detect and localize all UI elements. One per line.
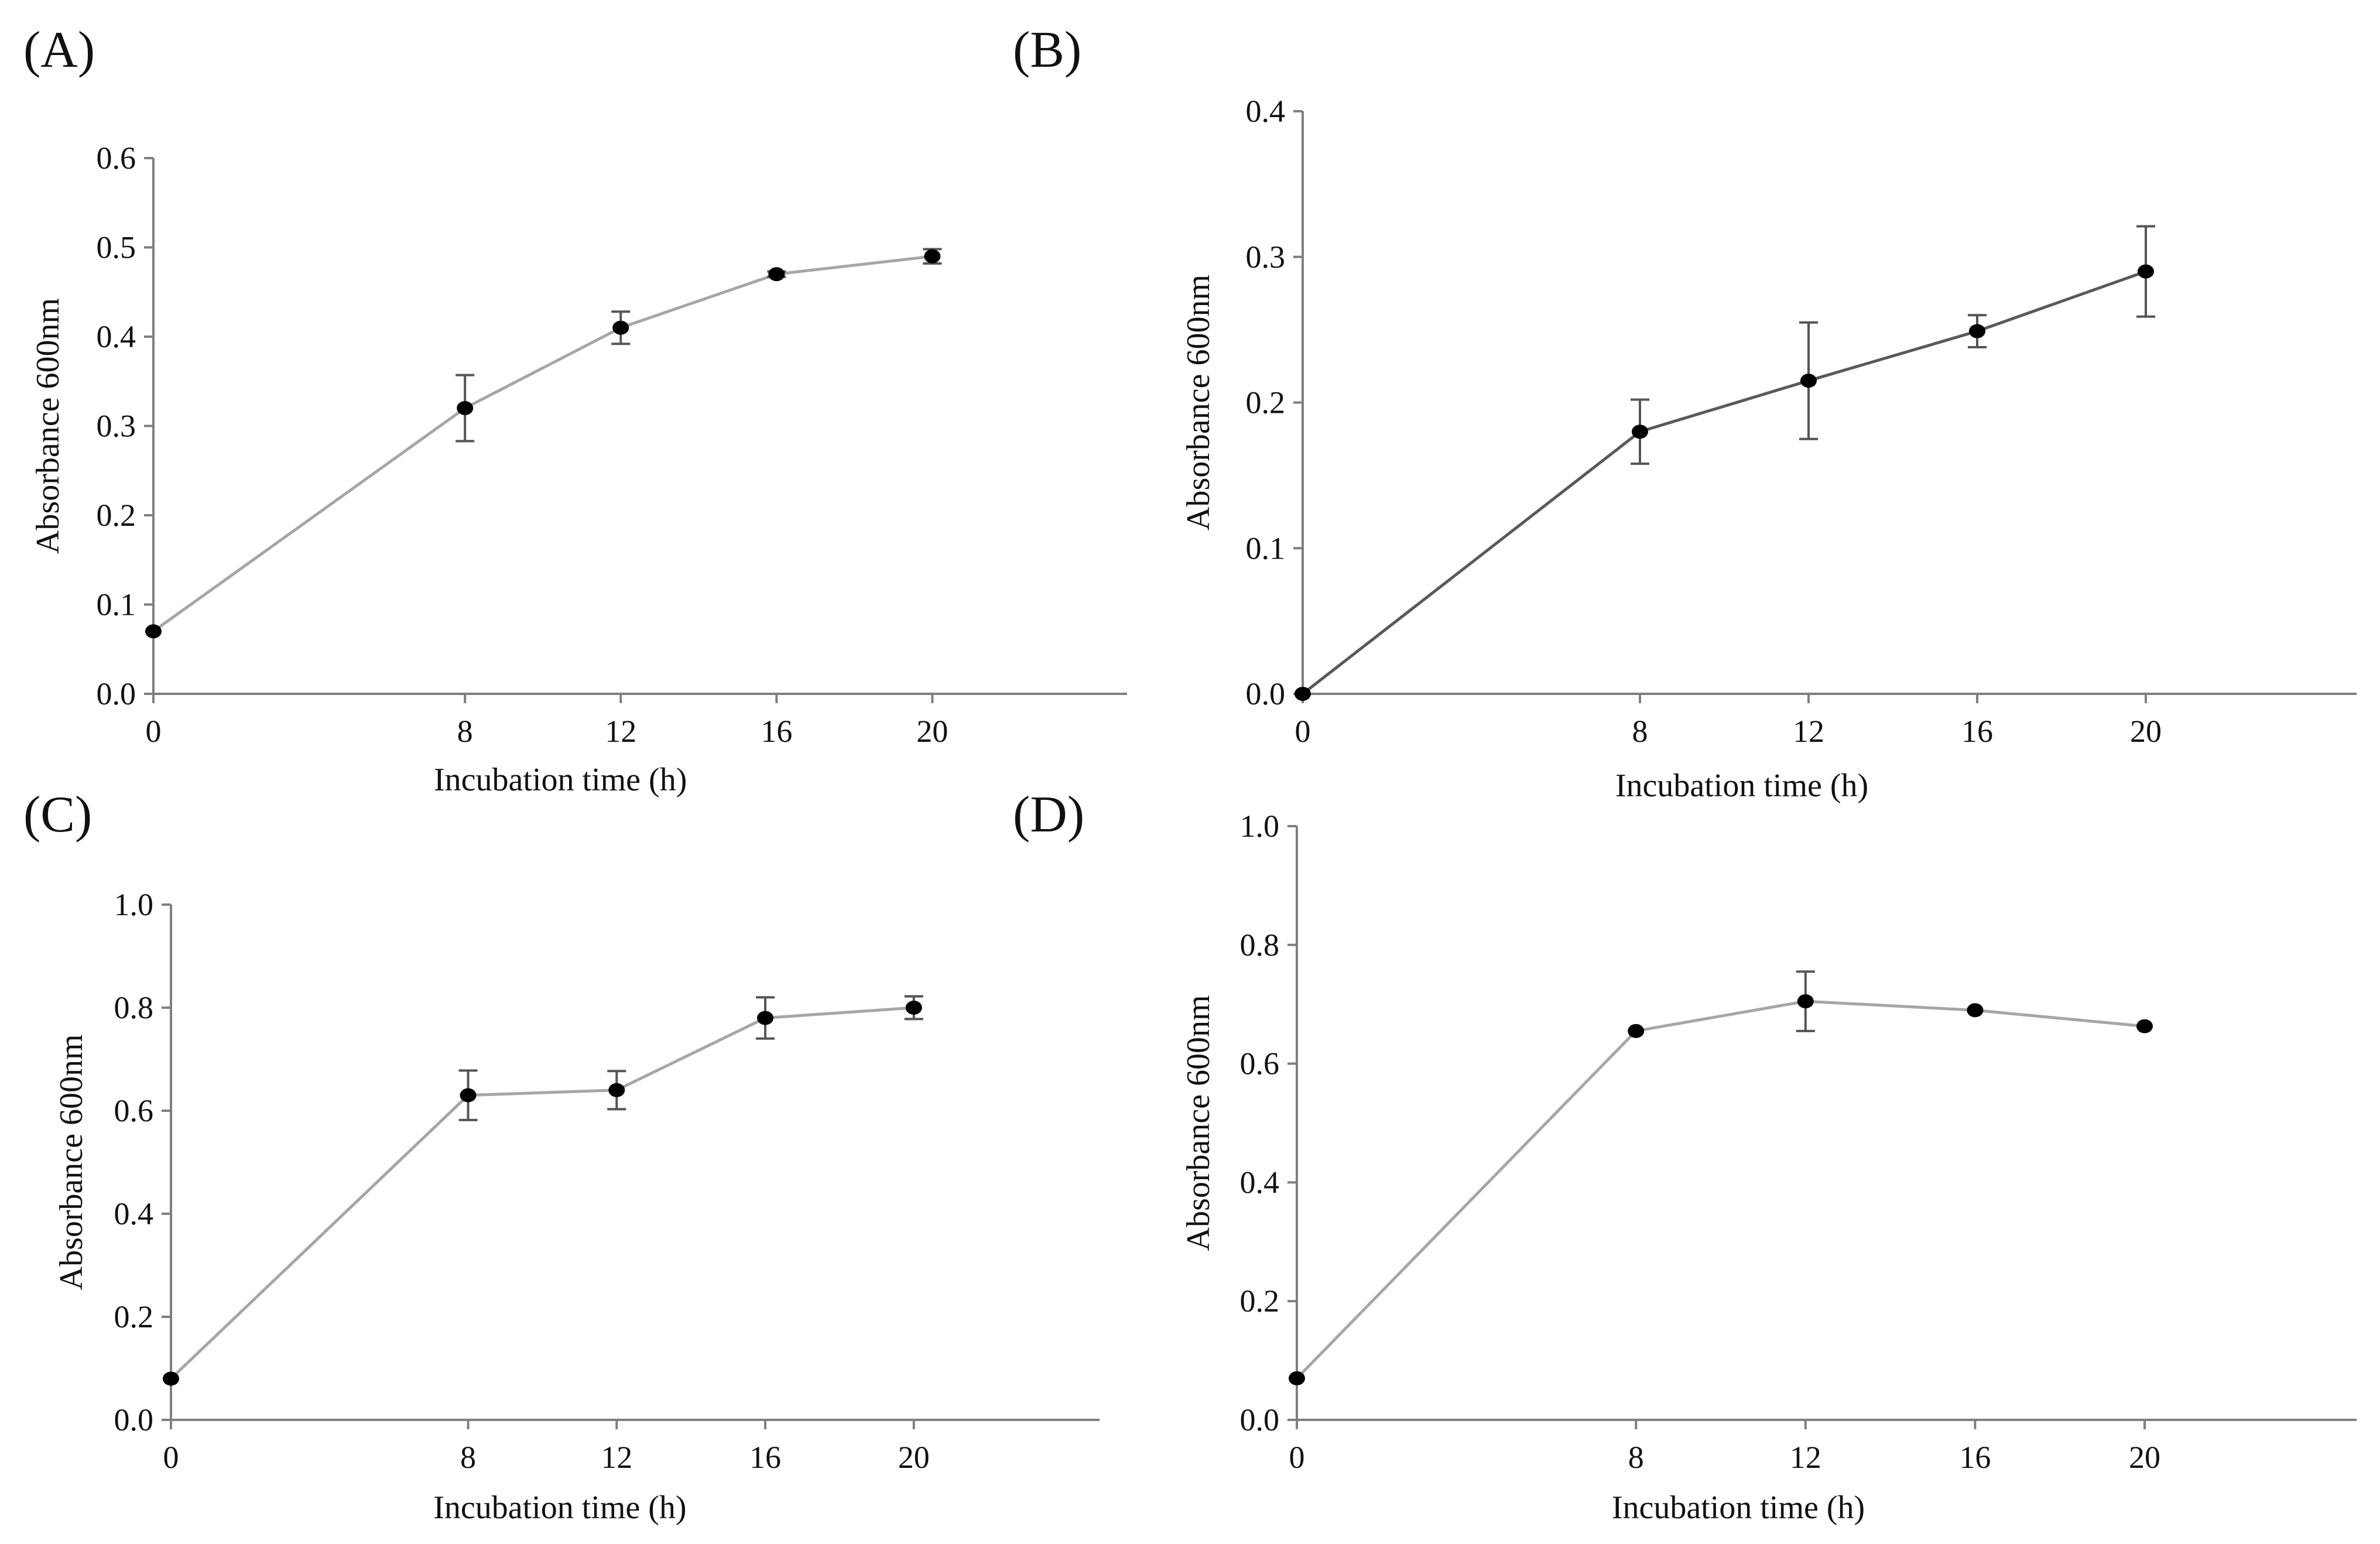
y-tick-label: 0.4 xyxy=(1246,94,1286,129)
panel-label-c: (C) xyxy=(23,786,93,843)
series-line xyxy=(1296,999,2145,1379)
chart-panel-c: (C) 0.0 0.2 0.4 0.6 0.8 1.0 0 8 12 16 20 Incubation… xyxy=(0,772,1171,1544)
data-point xyxy=(1967,1003,1984,1018)
y-tick-label: 0.3 xyxy=(97,409,136,444)
x-tick-label: 12 xyxy=(601,1440,632,1475)
y-tick-label: 0.2 xyxy=(114,1299,154,1334)
x-tick-label: 12 xyxy=(1793,714,1824,749)
data-point xyxy=(768,267,785,282)
data-point xyxy=(1289,1371,1305,1386)
data-point xyxy=(2136,1019,2153,1033)
y-tick-label: 0.3 xyxy=(1246,239,1286,275)
y-tick-label: 0.8 xyxy=(114,990,154,1025)
chart-b: 0.0 0.1 0.2 0.3 0.4 0 8 12 16 20 Incubation time (… xyxy=(1180,94,2357,804)
x-tick-label: 12 xyxy=(605,714,636,749)
data-point xyxy=(1628,1023,1645,1038)
data-point xyxy=(163,1371,179,1386)
chart-panel-d: (D) 0.0 0.2 0.4 0.6 0.8 1.0 0 8 12 16 20 Incubation… xyxy=(1013,772,2380,1544)
x-tick-label: 20 xyxy=(2129,1440,2160,1475)
x-tick-label: 20 xyxy=(916,714,948,749)
y-tick-label: 0.4 xyxy=(114,1196,154,1231)
data-point xyxy=(924,249,941,263)
data-point xyxy=(145,624,162,639)
y-axis-title: Absorbance 600nm xyxy=(1180,995,1217,1251)
x-tick-label: 20 xyxy=(2130,714,2162,749)
x-tick-label: 8 xyxy=(460,1440,476,1475)
x-tick-label: 16 xyxy=(761,714,792,749)
x-tick-label: 20 xyxy=(898,1440,930,1475)
y-tick-label: 0.8 xyxy=(1240,927,1280,963)
x-axis-title: Incubation time (h) xyxy=(1612,1490,1865,1526)
data-point xyxy=(457,401,474,415)
y-tick-label: 1.0 xyxy=(114,887,154,922)
y-tick-label: 0.2 xyxy=(1246,385,1286,420)
x-tick-label: 0 xyxy=(146,714,162,749)
x-axis-title: Incubation time (h) xyxy=(433,1490,686,1526)
data-point xyxy=(1295,687,1311,701)
chart-a: 0.0 0.1 0.2 0.3 0.4 0.5 0.6 0 8 12 16 20 Incubation … xyxy=(30,141,1127,798)
data-point xyxy=(612,320,629,335)
chart-panel-b: (B) 0.0 0.1 0.2 0.3 0.4 0 8 12 16 20 Incubation ti… xyxy=(1013,0,2380,808)
series-line xyxy=(152,255,933,633)
y-tick-label: 0.0 xyxy=(114,1402,154,1437)
x-tick-label: 0 xyxy=(163,1440,179,1475)
y-axis-title: Absorbance 600nm xyxy=(1180,275,1217,530)
data-point xyxy=(1797,994,1814,1009)
y-tick-label: 0.1 xyxy=(1246,530,1286,566)
x-tick-label: 8 xyxy=(457,714,473,749)
x-tick-label: 8 xyxy=(1632,714,1648,749)
y-tick-label: 0.5 xyxy=(97,230,136,265)
data-point xyxy=(1632,424,1648,439)
y-axis-title: Absorbance 600nm xyxy=(53,1034,90,1290)
y-tick-label: 0.4 xyxy=(1240,1165,1280,1200)
x-tick-label: 16 xyxy=(749,1440,781,1475)
x-tick-label: 8 xyxy=(1628,1440,1644,1475)
x-tick-label: 0 xyxy=(1295,714,1311,749)
x-axis-title: Incubation time (h) xyxy=(434,762,687,798)
x-tick-label: 0 xyxy=(1289,1440,1305,1475)
y-tick-label: 0.1 xyxy=(97,587,136,622)
y-tick-label: 0.6 xyxy=(1240,1046,1280,1081)
data-point xyxy=(2138,264,2154,279)
data-point xyxy=(905,1001,922,1015)
series-line xyxy=(170,1006,914,1380)
data-point xyxy=(757,1011,774,1025)
panel-label-d: (D) xyxy=(1013,786,1085,843)
data-point xyxy=(1969,324,1985,338)
y-tick-label: 0.0 xyxy=(1246,676,1286,711)
y-tick-label: 0.0 xyxy=(1240,1402,1280,1437)
chart-c: 0.0 0.2 0.4 0.6 0.8 1.0 0 8 12 16 20 Incubation tim… xyxy=(53,887,1100,1526)
y-axis-title: Absorbance 600nm xyxy=(30,298,66,554)
chart-d: 0.0 0.2 0.4 0.6 0.8 1.0 0 8 12 16 20 Incubation tim… xyxy=(1180,809,2357,1526)
x-tick-label: 12 xyxy=(1790,1440,1821,1475)
y-tick-label: 0.4 xyxy=(97,319,136,354)
y-tick-label: 0.2 xyxy=(1240,1283,1280,1319)
series-line xyxy=(1302,270,2146,695)
x-tick-label: 16 xyxy=(1961,714,1993,749)
data-point xyxy=(460,1088,477,1103)
data-point xyxy=(608,1083,625,1097)
panel-label-a: (A) xyxy=(23,22,95,78)
y-tick-label: 0.2 xyxy=(97,498,136,533)
x-tick-label: 16 xyxy=(1959,1440,1991,1475)
y-tick-label: 0.6 xyxy=(114,1093,154,1128)
data-point xyxy=(1800,374,1817,388)
y-tick-label: 0.0 xyxy=(97,676,136,711)
y-tick-label: 0.6 xyxy=(97,141,136,176)
panel-label-b: (B) xyxy=(1013,22,1082,78)
x-axis-title: Incubation time (h) xyxy=(1615,768,1868,804)
y-tick-label: 1.0 xyxy=(1240,809,1280,844)
chart-panel-a: (A) 0.0 0.1 0.2 0.3 0.4 0.5 0.6 0 8 12 16 20 Incubat… xyxy=(0,0,1171,808)
